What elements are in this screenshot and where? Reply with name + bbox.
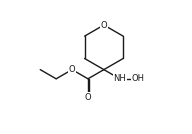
Text: O: O [85,93,91,102]
Text: O: O [69,65,75,74]
Text: O: O [101,21,107,29]
Text: NH: NH [113,74,126,83]
Text: OH: OH [132,74,145,83]
